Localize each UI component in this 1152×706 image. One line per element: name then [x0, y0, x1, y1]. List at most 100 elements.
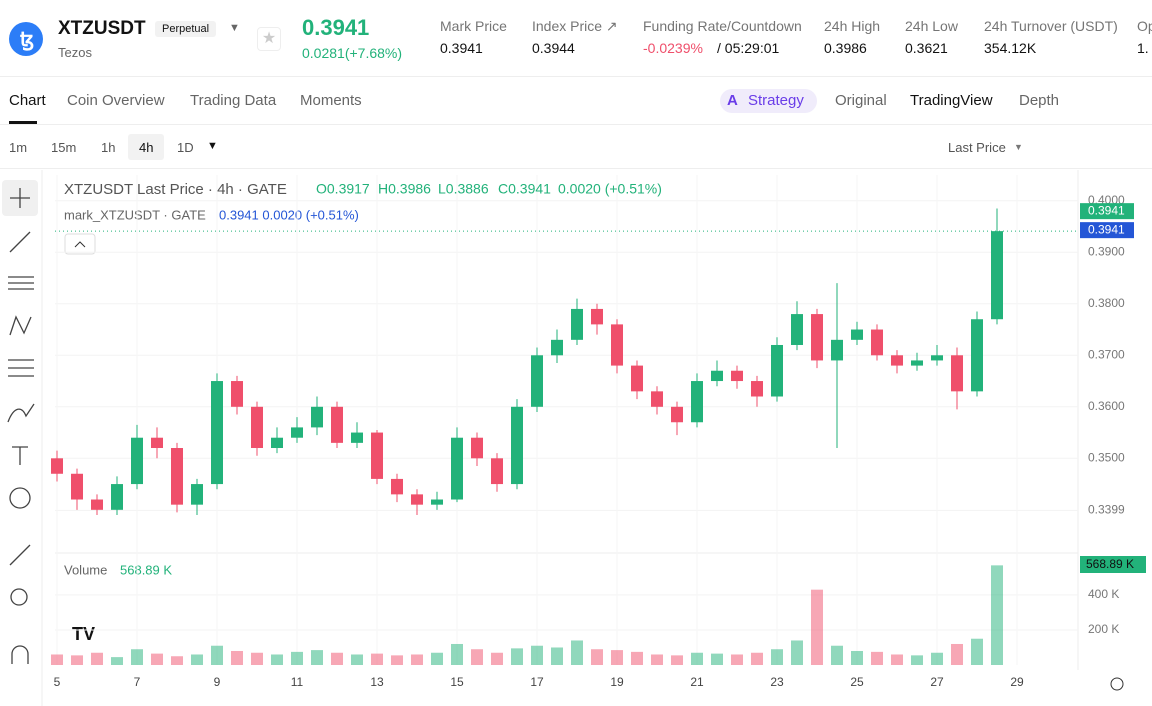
volume-bar	[991, 565, 1003, 665]
candle-body	[231, 381, 243, 407]
x-tick-label: 27	[930, 675, 944, 689]
cross-tool[interactable]	[10, 188, 30, 208]
volume-bar	[631, 651, 643, 665]
interval[interactable]: 1h	[101, 140, 116, 155]
collapse-button[interactable]	[64, 233, 96, 255]
ohlc-legend: L0.3886	[438, 181, 489, 197]
candle-body	[251, 406, 263, 449]
volume-bar	[371, 653, 383, 665]
candle-body	[191, 484, 203, 505]
volume-bar	[571, 640, 583, 665]
volume-bar	[451, 643, 463, 665]
candle-body	[391, 478, 403, 495]
tab[interactable]: Coin Overview	[67, 92, 165, 109]
volume-bar	[851, 650, 863, 665]
stat-label: Funding Rate/Countdown	[643, 18, 802, 34]
candle-body	[711, 370, 723, 382]
view-tab[interactable]: Original	[835, 92, 887, 109]
y-tick-label: 0.3900	[1088, 244, 1125, 258]
interval[interactable]: 15m	[51, 140, 77, 155]
candle-body	[751, 381, 763, 397]
settings-icon[interactable]	[1110, 677, 1124, 691]
x-tick-label: 15	[450, 675, 464, 689]
favorite[interactable]: ★	[257, 27, 281, 51]
ohlc-legend: C0.3941	[498, 181, 551, 197]
ohlc-legend: O0.3917	[316, 181, 370, 197]
volume-bar	[731, 654, 743, 665]
y-tick-label: 0.3700	[1088, 347, 1125, 361]
candle-body	[831, 339, 843, 361]
volume-bar	[511, 648, 523, 665]
candle-body	[551, 339, 563, 356]
stat-label: Op	[1137, 18, 1152, 34]
tab[interactable]: Trading Data	[190, 92, 277, 109]
x-tick-label: 21	[690, 675, 704, 689]
ruler-tool[interactable]	[9, 544, 31, 566]
candle-body	[591, 308, 603, 325]
candle-body	[811, 314, 823, 361]
stat-label: Mark Price	[440, 18, 507, 34]
price-type[interactable]: Last Price	[948, 140, 1006, 155]
tab-underline	[9, 121, 37, 124]
stat-value: 0.3944	[532, 40, 575, 56]
volume-bar	[431, 652, 443, 665]
change: 0.0281(+7.68%)	[302, 45, 403, 61]
interval[interactable]: 1D	[177, 140, 194, 155]
tab[interactable]: Chart	[9, 92, 46, 109]
stat-value: 0.3986	[824, 40, 867, 56]
divider	[0, 168, 1152, 169]
symbol[interactable]: XTZUSDT	[58, 18, 146, 39]
view-tab[interactable]: Strategy	[748, 92, 804, 109]
candle-body	[471, 437, 483, 459]
view-tab[interactable]: Depth	[1019, 92, 1060, 109]
magnet-tool[interactable]	[11, 645, 29, 664]
volume-bar	[771, 649, 783, 665]
candle-body	[211, 381, 223, 485]
candle-body	[871, 329, 883, 356]
candle-body	[51, 458, 63, 474]
volume-tag-label: 568.89 K	[1086, 557, 1134, 571]
interval-dropdown[interactable]: ▼	[207, 140, 218, 152]
fib-tool[interactable]	[8, 359, 34, 377]
candle-body	[151, 437, 163, 449]
volume-bar	[291, 651, 303, 665]
interval[interactable]: 1m	[9, 140, 28, 155]
dropdown-arrow[interactable]: ▼	[229, 22, 240, 34]
pattern-tool[interactable]	[9, 315, 32, 336]
coin-name: Tezos	[58, 45, 92, 60]
candle-body	[291, 427, 303, 438]
divider	[0, 76, 1152, 77]
candle-body	[331, 406, 343, 443]
candle-body	[771, 344, 783, 397]
candle-body	[891, 355, 903, 366]
line-tool[interactable]	[9, 231, 31, 253]
candle-body	[271, 437, 283, 449]
candle-body	[691, 381, 703, 423]
x-tick-label: 17	[530, 675, 544, 689]
volume-title: Volume	[64, 562, 107, 577]
mark-price-tag	[1080, 222, 1134, 239]
price-type-arrow[interactable]: ▼	[1014, 142, 1023, 152]
candle-body	[631, 365, 643, 392]
x-tick-label: 5	[54, 675, 61, 689]
volume-bar	[891, 654, 903, 665]
emoji-tool[interactable]	[9, 487, 31, 509]
volume-bar	[671, 655, 683, 665]
interval[interactable]: 4h	[139, 140, 154, 155]
volume-bar	[51, 654, 63, 665]
volume-legend: 568.89 K	[120, 562, 172, 577]
tab[interactable]: Moments	[300, 92, 362, 109]
candle-body	[351, 432, 363, 443]
y-tick-label: 0.3800	[1088, 296, 1125, 310]
stat-value: 354.12K	[984, 40, 1037, 56]
zoom-tool[interactable]	[10, 588, 28, 606]
lines-tool[interactable]	[8, 276, 34, 290]
text-tool[interactable]	[12, 446, 28, 465]
volume-bar	[711, 653, 723, 665]
candle-body	[951, 355, 963, 392]
x-tick-label: 13	[370, 675, 384, 689]
brush-tool[interactable]	[7, 403, 35, 423]
candle-body	[851, 329, 863, 340]
view-tab[interactable]: TradingView	[910, 92, 993, 109]
stat-label: Index Price ↗	[532, 18, 618, 34]
